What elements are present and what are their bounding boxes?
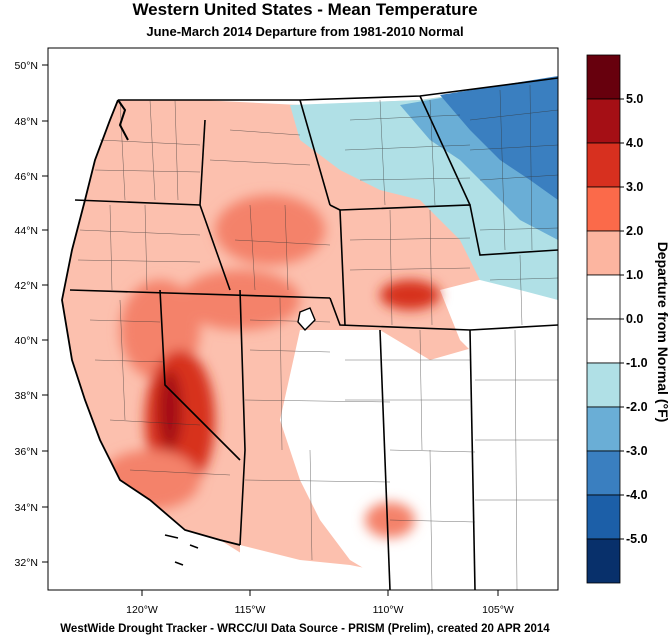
lat-label: 42°N bbox=[15, 280, 38, 292]
temperature-departure-field bbox=[48, 48, 558, 590]
canada-area bbox=[48, 48, 558, 102]
channel-islands bbox=[164, 534, 199, 566]
colorbar-swatch bbox=[586, 538, 621, 584]
lon-label: 120°W bbox=[126, 604, 158, 616]
lat-label: 38°N bbox=[15, 390, 38, 402]
map-title: Western United States - Mean Temperature bbox=[132, 0, 478, 19]
lat-label: 44°N bbox=[15, 225, 38, 237]
lat-label: 48°N bbox=[15, 116, 38, 128]
colorbar-label: 2.0 bbox=[626, 224, 643, 238]
map-subtitle: June-March 2014 Departure from 1981-2010… bbox=[146, 24, 464, 39]
lon-label: 105°W bbox=[482, 604, 514, 616]
colorbar-label: -2.0 bbox=[626, 400, 648, 414]
lat-label: 36°N bbox=[15, 446, 38, 458]
colorbar-swatch bbox=[586, 98, 621, 144]
colorbar-swatch bbox=[586, 362, 621, 408]
neutral-zone-south bbox=[280, 330, 558, 590]
cool-zone-strong bbox=[440, 76, 558, 200]
map-frame bbox=[47, 47, 559, 591]
colorbar-swatch bbox=[586, 406, 621, 452]
colorbar-label: 1.0 bbox=[626, 268, 643, 282]
latitude-ticks bbox=[42, 64, 48, 563]
colorbar-swatch bbox=[586, 494, 621, 540]
colorbar-swatch bbox=[586, 274, 621, 320]
colorbar-swatch bbox=[586, 186, 621, 232]
colorbar-swatch bbox=[586, 450, 621, 496]
colorbar-label: 5.0 bbox=[626, 92, 643, 106]
mexico-area bbox=[240, 545, 420, 590]
warm-idaho bbox=[215, 195, 325, 265]
coastline bbox=[61, 99, 241, 546]
lon-label: 115°W bbox=[235, 604, 266, 616]
colorbar-label: 3.0 bbox=[626, 180, 643, 194]
colorbar-label: -4.0 bbox=[626, 488, 648, 502]
lat-label: 46°N bbox=[15, 171, 38, 183]
great-salt-lake bbox=[297, 307, 316, 332]
colorbar-swatch bbox=[586, 230, 621, 276]
colorbar-label: -5.0 bbox=[626, 532, 648, 546]
colorbar-swatch bbox=[586, 318, 621, 364]
puget-sound bbox=[117, 99, 129, 141]
lat-label: 50°N bbox=[15, 60, 38, 72]
footer-credit: WestWide Drought Tracker - WRCC/UI Data … bbox=[60, 623, 550, 635]
colorbar-label: 4.0 bbox=[626, 136, 643, 150]
colorbar-label: -1.0 bbox=[626, 356, 648, 370]
state-borders bbox=[69, 77, 558, 590]
lat-label: 32°N bbox=[15, 557, 38, 569]
county-borders bbox=[77, 84, 558, 590]
colorbar-title: Departure from Normal (°F) bbox=[655, 242, 671, 423]
colorbar: 5.0 4.0 3.0 2.0 1.0 0.0 -1.0 -2.0 -3.0 -4.0 -5.0 bbox=[586, 54, 648, 584]
colorbar-label: 0.0 bbox=[626, 312, 643, 326]
warm-wyoming bbox=[380, 280, 440, 310]
lat-label: 40°N bbox=[15, 335, 38, 347]
lat-label: 34°N bbox=[15, 502, 38, 514]
colorbar-swatch bbox=[586, 142, 621, 188]
colorbar-label: -3.0 bbox=[626, 444, 648, 458]
pacific-ocean bbox=[48, 48, 240, 590]
warm-sierra-dark bbox=[158, 370, 182, 450]
lon-label: 110°W bbox=[373, 604, 404, 616]
neutral-zone-plains bbox=[440, 260, 558, 400]
colorbar-swatch bbox=[586, 54, 621, 100]
longitude-ticks bbox=[141, 590, 499, 596]
